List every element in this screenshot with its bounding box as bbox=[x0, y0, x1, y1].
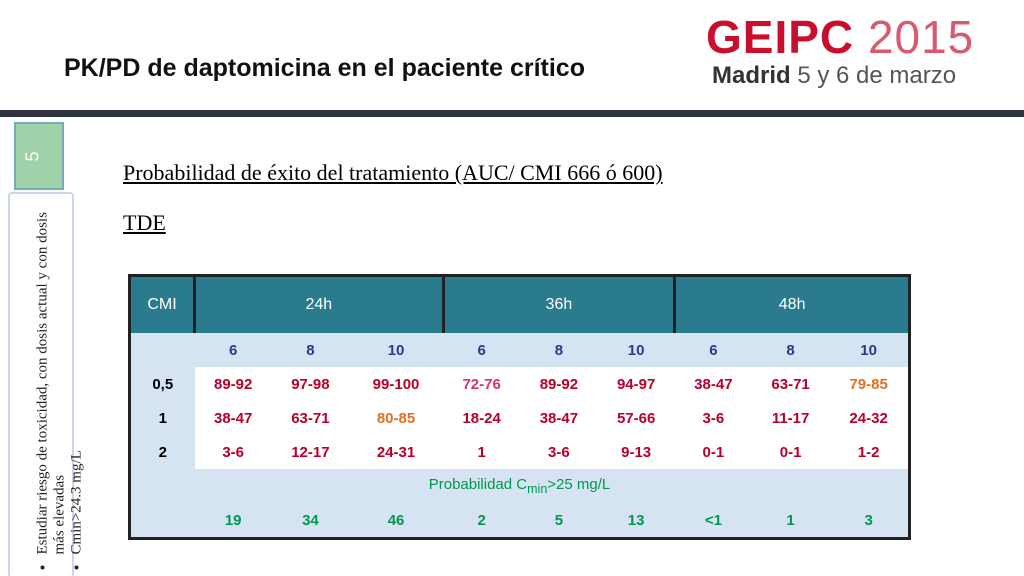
data-row: 1 38-47 63-71 80-85 18-24 38-47 57-66 3-6 11-17 2… bbox=[129, 401, 910, 435]
city: Madrid bbox=[712, 62, 791, 89]
table: CMI 24h 36h 48h 6 8 10 6 8 10 6 8 10 0,5 89-92 97-98 99-… bbox=[128, 274, 911, 540]
cell: 63-71 bbox=[771, 375, 810, 393]
probability-value: <1 bbox=[674, 503, 752, 539]
label-part: min bbox=[527, 482, 548, 496]
cell: 3-6 bbox=[548, 443, 570, 461]
cell: 12-17 bbox=[291, 443, 330, 461]
sidebar-list: Estudiar riesgo de toxicidad, con dosis … bbox=[35, 195, 86, 576]
dates: 5 y 6 de marzo bbox=[797, 62, 957, 89]
dose: 8 bbox=[520, 333, 598, 367]
cell: 89-92 bbox=[539, 375, 579, 393]
corner: CMI bbox=[129, 275, 195, 333]
sidebar-bullet: Estudiar riesgo de toxicidad, con dosis … bbox=[35, 195, 69, 554]
cell: 79-85 bbox=[849, 375, 888, 393]
probability-row: 19 34 46 2 5 13 <1 1 3 bbox=[129, 503, 910, 539]
dose: 6 bbox=[674, 333, 752, 367]
probability-value: 46 bbox=[349, 503, 444, 539]
sidebar: Estudiar riesgo de toxicidad, con dosis … bbox=[8, 192, 85, 576]
slide-title: PK/PD de daptomicina en el paciente crít… bbox=[64, 54, 585, 82]
dose: 8 bbox=[751, 333, 830, 367]
probability-value: 19 bbox=[194, 503, 272, 539]
cell: 24-31 bbox=[376, 443, 416, 461]
dose: 6 bbox=[194, 333, 272, 367]
cell: 63-71 bbox=[291, 409, 330, 427]
cell: 38-47 bbox=[539, 409, 579, 427]
cell: 18-24 bbox=[462, 409, 501, 427]
label-part: Probabilidad C bbox=[428, 476, 528, 493]
sidebar-bullet: Cmin>24.3 mg/L bbox=[69, 195, 86, 554]
cell: 97-98 bbox=[291, 375, 330, 393]
heading: Probabilidad de éxito del tratamiento (A… bbox=[123, 160, 663, 185]
probability-value: 5 bbox=[520, 503, 598, 539]
cell: 89-92 bbox=[213, 375, 253, 393]
subheading: TDE bbox=[123, 210, 166, 235]
cmi: 1 bbox=[129, 401, 195, 435]
cell: 1 bbox=[477, 443, 486, 461]
logo: GEIPC 2015 bbox=[706, 10, 974, 64]
probability-empty bbox=[129, 503, 195, 539]
cell: 99-100 bbox=[372, 375, 420, 393]
dose: 10 bbox=[829, 333, 910, 367]
dose-row: 6 8 10 6 8 10 6 8 10 bbox=[129, 333, 910, 367]
slide-number: 5 bbox=[22, 151, 43, 162]
dose: 10 bbox=[349, 333, 444, 367]
probability-value: 3 bbox=[829, 503, 910, 539]
group-header: 24h bbox=[193, 275, 444, 333]
cell: 24-32 bbox=[849, 409, 888, 427]
cell: 9-13 bbox=[621, 443, 652, 461]
cell: 0-1 bbox=[779, 443, 802, 461]
logo-year: 2015 bbox=[867, 11, 975, 63]
dose: 8 bbox=[271, 333, 350, 367]
header-row: CMI 24h 36h 48h bbox=[129, 275, 910, 333]
logo-name: GEIPC bbox=[706, 11, 855, 63]
probability-value: 13 bbox=[597, 503, 675, 539]
corner-empty bbox=[129, 333, 195, 367]
group-header: 48h bbox=[673, 275, 910, 333]
group-header: 36h bbox=[441, 275, 675, 333]
probability-label: Probabilidad Cmin>25 mg/L bbox=[129, 469, 910, 503]
data-row: 0,5 89-92 97-98 99-100 72-76 89-92 94-97 38-47 6… bbox=[129, 367, 910, 401]
data-row: 2 3-6 12-17 24-31 1 3-6 9-13 0-1 0-1 1-2 bbox=[129, 435, 910, 469]
probability-label-row: Probabilidad Cmin>25 mg/L bbox=[129, 469, 910, 503]
cell: 1-2 bbox=[857, 443, 880, 461]
label-part: >25 mg/L bbox=[547, 476, 611, 493]
cmi: 2 bbox=[129, 435, 195, 469]
title-bar bbox=[0, 110, 1024, 117]
cell: 11-17 bbox=[771, 409, 810, 427]
cell: 38-47 bbox=[213, 409, 253, 427]
cell: 0-1 bbox=[702, 443, 725, 461]
cmi: 0,5 bbox=[129, 367, 195, 401]
cell: 80-85 bbox=[376, 409, 416, 427]
dose: 6 bbox=[443, 333, 521, 367]
cell: 72-76 bbox=[462, 375, 501, 393]
cell: 38-47 bbox=[694, 375, 733, 393]
dose: 10 bbox=[597, 333, 675, 367]
slide-number-box: 5 bbox=[14, 122, 64, 190]
cell: 94-97 bbox=[616, 375, 656, 393]
probability-value: 1 bbox=[751, 503, 830, 539]
cell: 3-6 bbox=[222, 443, 245, 461]
cell: 57-66 bbox=[616, 409, 656, 427]
probability-value: 34 bbox=[271, 503, 350, 539]
event: Madrid 5 y 6 de marzo bbox=[712, 62, 956, 90]
cell: 3-6 bbox=[702, 409, 725, 427]
probability-value: 2 bbox=[443, 503, 521, 539]
